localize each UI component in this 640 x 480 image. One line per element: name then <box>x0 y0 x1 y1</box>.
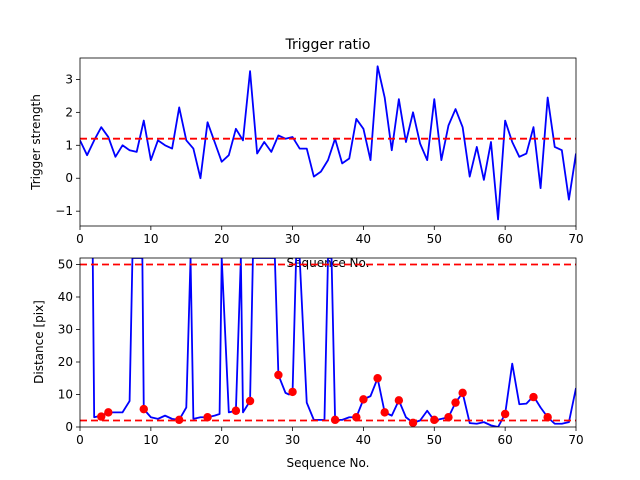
bottom-marker-point <box>359 395 368 404</box>
bottom-y-tick-label: 50 <box>58 258 73 272</box>
bottom-marker-point <box>500 409 510 419</box>
top-chart-plot-area <box>80 65 576 221</box>
top-x-tick-label: 40 <box>356 232 371 246</box>
bottom-marker-point <box>97 412 106 421</box>
bottom-marker-point <box>274 370 283 380</box>
bottom-marker-point <box>543 413 552 422</box>
bottom-marker-point <box>352 413 361 422</box>
bottom-x-tick-label: 60 <box>498 433 513 447</box>
bottom-y-tick-label: 10 <box>58 388 73 402</box>
top-y-tick-label: 0 <box>65 171 73 185</box>
top-chart-ylabel: Trigger strength <box>29 94 43 191</box>
bottom-x-tick-label: 50 <box>427 433 442 447</box>
top-y-tick-label: 3 <box>65 72 73 86</box>
bottom-y-tick-label: 40 <box>58 290 73 304</box>
bottom-marker-point <box>245 396 255 406</box>
bottom-marker-point <box>139 404 148 414</box>
bottom-chart-xlabel: Sequence No. <box>287 456 370 470</box>
top-x-tick-label: 60 <box>498 232 513 246</box>
top-y-tick-label: 1 <box>65 138 73 152</box>
bottom-y-tick-label: 0 <box>65 420 73 434</box>
bottom-x-tick-label: 40 <box>356 433 371 447</box>
bottom-marker-point <box>394 396 404 405</box>
bottom-chart-plot-area <box>80 258 576 427</box>
bottom-chart-frame <box>79 257 577 428</box>
bottom-x-tick-label: 20 <box>214 433 229 447</box>
bottom-marker-point <box>288 387 297 397</box>
bottom-x-tick-label: 0 <box>76 433 84 447</box>
bottom-x-tick-label: 10 <box>143 433 158 447</box>
bottom-chart-axes: 0 10 20 30 40 50 60 70 0 10 20 30 40 50 <box>58 258 584 448</box>
bottom-y-tick-label: 30 <box>58 323 73 337</box>
bottom-y-tick-label: 20 <box>58 355 73 369</box>
top-x-tick-label: 70 <box>568 232 583 246</box>
top-x-tick-label: 20 <box>214 232 229 246</box>
top-x-tick-label: 50 <box>427 232 442 246</box>
bottom-marker-point <box>373 374 382 383</box>
top-x-tick-label: 30 <box>285 232 300 246</box>
bottom-marker-point <box>529 392 538 402</box>
bottom-marker-point <box>203 413 212 422</box>
bottom-marker-point <box>451 398 460 407</box>
top-y-tick-label: 2 <box>65 105 73 119</box>
bottom-marker-point <box>458 388 467 398</box>
top-y-tick-label: −1 <box>55 204 73 218</box>
bottom-x-tick-label: 30 <box>285 433 300 447</box>
top-x-tick-label: 10 <box>143 232 158 246</box>
bottom-marker-point <box>444 413 453 422</box>
bottom-marker-point <box>104 408 113 417</box>
top-x-tick-label: 0 <box>76 232 84 246</box>
top-chart-title: Trigger ratio <box>284 37 370 53</box>
bottom-marker-point <box>380 408 389 417</box>
top-chart-frame <box>79 57 577 227</box>
bottom-chart-ylabel: Distance [pix] <box>32 300 46 384</box>
top-series-line <box>80 65 576 221</box>
bottom-marker-point <box>231 406 241 415</box>
bottom-x-tick-label: 70 <box>568 433 583 447</box>
